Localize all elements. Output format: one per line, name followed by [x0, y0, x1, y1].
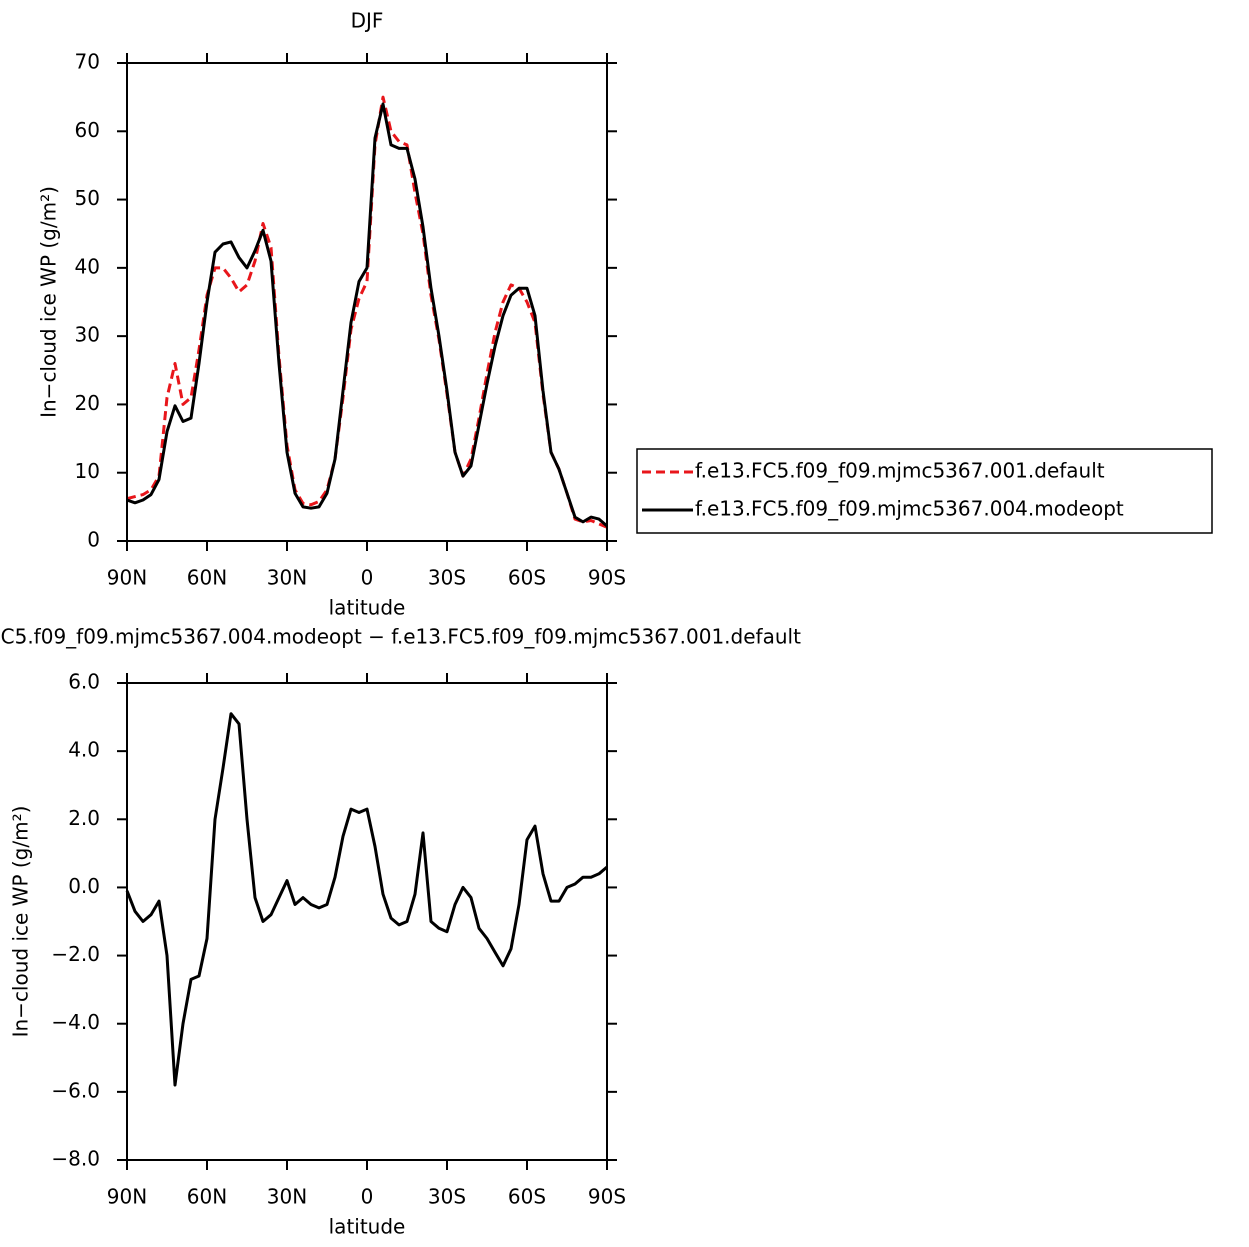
- y-axis-label: In−cloud ice WP (g/m²): [37, 186, 61, 418]
- x-tick-label: 30N: [267, 566, 307, 590]
- data-line: [125, 712, 608, 1087]
- x-tick-label: 90S: [588, 1185, 626, 1209]
- y-tick-label: −8.0: [51, 1147, 100, 1171]
- y-tick-label: 10: [75, 459, 100, 483]
- x-tick-label: 30S: [428, 1185, 466, 1209]
- y-tick-label: 6.0: [68, 670, 100, 694]
- legend-box: [636, 448, 1213, 534]
- plot-frame: [126, 682, 608, 1161]
- x-tick-label: 0: [361, 566, 374, 590]
- y-tick-label: 70: [75, 50, 100, 74]
- y-tick-label: 50: [75, 186, 100, 210]
- y-tick-label: 2.0: [68, 806, 100, 830]
- y-tick-label: 20: [75, 391, 100, 415]
- x-tick-label: 60N: [187, 1185, 227, 1209]
- x-tick-label: 90N: [107, 1185, 147, 1209]
- y-tick-label: 60: [75, 118, 100, 142]
- y-tick-label: 0.0: [68, 874, 100, 898]
- x-axis-label: latitude: [329, 596, 406, 620]
- x-tick-label: 30S: [428, 566, 466, 590]
- x-tick-label: 90S: [588, 566, 626, 590]
- y-tick-label: 4.0: [68, 738, 100, 762]
- x-tick-label: 90N: [107, 566, 147, 590]
- data-line: [126, 102, 608, 528]
- x-tick-label: 60S: [508, 1185, 546, 1209]
- x-axis-label: latitude: [329, 1215, 406, 1239]
- plot-frame: [126, 62, 608, 542]
- chart-title: f.e13.FC5.f09_f09.mjmc5367.004.modeopt −…: [0, 625, 801, 649]
- legend-label: f.e13.FC5.f09_f09.mjmc5367.004.modeopt: [695, 497, 1124, 521]
- legend-label: f.e13.FC5.f09_f09.mjmc5367.001.default: [695, 459, 1105, 483]
- x-tick-label: 60N: [187, 566, 227, 590]
- y-tick-label: −2.0: [51, 942, 100, 966]
- y-tick-label: −4.0: [51, 1010, 100, 1034]
- y-tick-label: 30: [75, 323, 100, 347]
- y-tick-label: 0: [87, 528, 100, 552]
- chart-title: DJF: [351, 9, 384, 33]
- x-tick-label: 60S: [508, 566, 546, 590]
- y-axis-label: In−cloud ice WP (g/m²): [9, 806, 33, 1038]
- y-tick-label: −6.0: [51, 1078, 100, 1102]
- y-tick-label: 40: [75, 254, 100, 278]
- x-tick-label: 0: [361, 1185, 374, 1209]
- x-tick-label: 30N: [267, 1185, 307, 1209]
